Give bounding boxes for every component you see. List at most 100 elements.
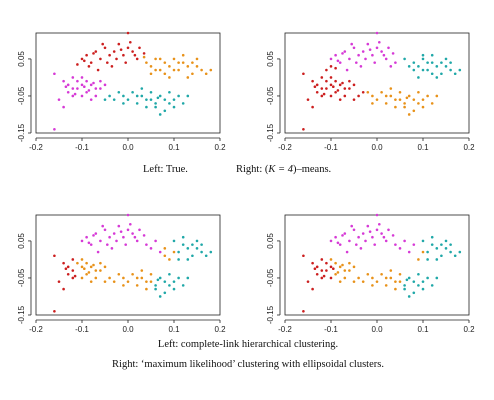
data-point-red xyxy=(106,61,109,64)
data-point-orange xyxy=(375,280,379,283)
data-point-teal xyxy=(181,235,185,239)
data-point-red xyxy=(71,258,75,261)
data-point-teal xyxy=(426,276,429,280)
data-point-magenta xyxy=(66,83,70,87)
data-point-orange xyxy=(209,68,213,72)
data-point-magenta xyxy=(345,68,349,72)
data-point-red xyxy=(135,57,139,61)
data-point-teal xyxy=(103,98,107,101)
data-point-magenta xyxy=(129,222,132,226)
data-point-magenta xyxy=(338,61,342,64)
data-point-magenta xyxy=(64,85,68,88)
data-point-teal xyxy=(458,68,462,72)
data-point-red xyxy=(315,265,319,269)
data-point-orange xyxy=(412,98,416,101)
data-point-magenta xyxy=(343,50,347,53)
data-point-orange xyxy=(334,272,337,276)
data-point-red xyxy=(338,98,342,101)
data-point-magenta xyxy=(373,61,377,64)
data-point-teal xyxy=(204,254,208,258)
data-point-red xyxy=(112,50,116,53)
data-point-red xyxy=(126,31,130,35)
data-point-red xyxy=(62,287,65,291)
data-point-magenta xyxy=(110,247,114,250)
data-point-red xyxy=(313,267,317,271)
data-point-magenta xyxy=(145,243,148,246)
data-point-orange xyxy=(384,94,388,98)
data-point-teal xyxy=(149,98,153,101)
data-point-orange xyxy=(389,269,393,272)
data-point-orange xyxy=(329,258,333,261)
data-point-magenta xyxy=(329,239,333,243)
data-point-orange xyxy=(145,280,148,283)
data-point-teal xyxy=(156,278,160,282)
data-point-red xyxy=(302,254,305,258)
data-point-teal xyxy=(412,291,416,295)
data-point-red xyxy=(115,57,118,61)
data-point-teal xyxy=(430,72,434,76)
x-tick-label: 0.1 xyxy=(168,143,180,152)
data-point-teal xyxy=(177,276,180,280)
data-point-magenta xyxy=(357,53,360,57)
data-point-orange xyxy=(85,261,88,265)
data-point-teal xyxy=(186,276,190,280)
data-point-teal xyxy=(122,102,125,105)
data-point-teal xyxy=(191,254,194,258)
data-point-magenta xyxy=(106,243,109,246)
data-point-red xyxy=(302,128,305,131)
data-point-teal xyxy=(172,98,176,101)
data-point-magenta xyxy=(57,98,61,101)
data-point-red xyxy=(315,83,319,87)
data-point-orange xyxy=(421,98,425,101)
data-point-magenta xyxy=(101,224,104,228)
data-point-orange xyxy=(103,265,107,269)
data-point-red xyxy=(320,276,324,280)
x-tick-label: -0.2 xyxy=(278,143,292,152)
data-point-red xyxy=(315,272,319,276)
data-point-orange xyxy=(371,102,374,105)
data-point-orange xyxy=(163,72,167,76)
data-point-red xyxy=(325,269,328,272)
data-point-teal xyxy=(403,284,406,287)
data-point-red xyxy=(329,265,333,269)
data-point-orange xyxy=(163,254,167,258)
data-point-magenta xyxy=(99,239,102,243)
data-point-teal xyxy=(430,243,434,246)
data-point-magenta xyxy=(329,57,333,61)
data-point-red xyxy=(119,48,123,51)
data-point-teal xyxy=(108,94,111,98)
data-point-teal xyxy=(421,280,425,283)
data-point-red xyxy=(325,261,328,265)
data-point-orange xyxy=(83,267,86,271)
data-point-magenta xyxy=(348,239,351,243)
data-point-teal xyxy=(417,272,420,276)
data-point-orange xyxy=(394,105,397,109)
data-point-orange xyxy=(191,72,194,76)
data-point-red xyxy=(325,68,328,72)
data-point-magenta xyxy=(122,235,125,239)
data-point-orange xyxy=(341,263,344,267)
data-point-teal xyxy=(417,65,420,68)
data-point-red xyxy=(83,59,86,63)
data-point-red xyxy=(329,83,333,87)
data-point-magenta xyxy=(373,243,377,246)
data-point-magenta xyxy=(71,76,75,79)
data-point-teal xyxy=(117,90,121,94)
data-point-red xyxy=(96,68,100,72)
data-point-orange xyxy=(407,94,411,98)
data-point-magenta xyxy=(119,230,123,233)
data-point-orange xyxy=(380,272,383,276)
data-point-teal xyxy=(417,76,420,79)
y-tick-label: 0.05 xyxy=(266,51,275,67)
data-point-magenta xyxy=(103,228,107,232)
data-point-orange xyxy=(149,72,153,76)
data-point-teal xyxy=(421,57,425,61)
data-point-red xyxy=(348,79,351,83)
data-point-magenta xyxy=(62,105,65,109)
caption-top-right-prefix: Right: ( xyxy=(236,164,269,175)
data-point-teal xyxy=(126,98,130,101)
y-tick-label: -0.15 xyxy=(17,305,26,324)
data-point-magenta xyxy=(368,230,372,233)
data-point-teal xyxy=(426,68,429,72)
data-point-magenta xyxy=(334,53,337,57)
